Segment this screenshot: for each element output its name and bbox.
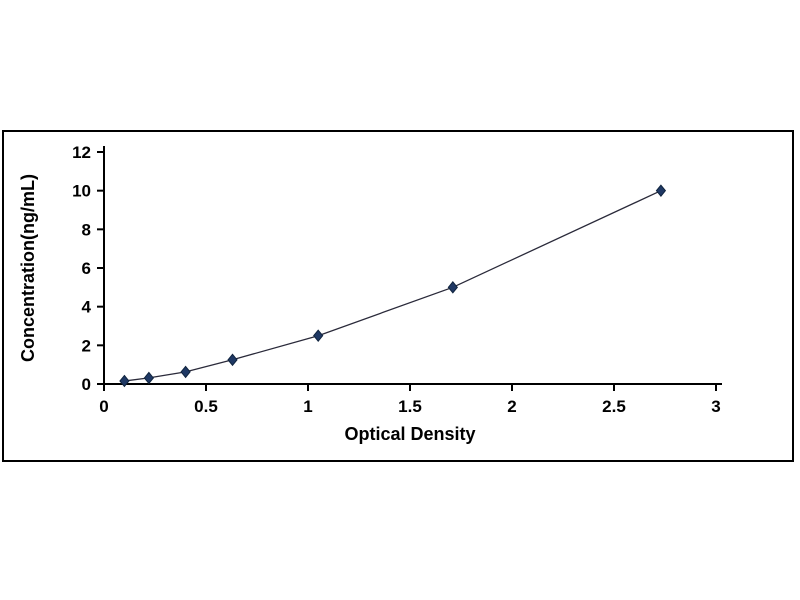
x-tick-label: 2 [507, 397, 516, 416]
data-point-marker [119, 374, 130, 388]
y-tick-label: 12 [72, 143, 91, 162]
x-axis-title: Optical Density [344, 424, 475, 444]
x-tick-label: 2.5 [602, 397, 626, 416]
y-tick-label: 8 [82, 220, 91, 239]
x-tick-label: 3 [711, 397, 720, 416]
x-tick-label: 1 [303, 397, 312, 416]
data-point-marker [180, 365, 191, 379]
data-point-marker [655, 184, 667, 197]
chart-frame: 0 0.5 1 1.5 2 2.5 3 0 2 4 6 8 10 12 Optical Density C… [2, 130, 794, 462]
series-line [124, 190, 662, 382]
data-point-marker [227, 353, 238, 367]
y-tick-label: 0 [82, 375, 91, 394]
data-point-marker [447, 281, 458, 294]
standard-curve-chart: 0 0.5 1 1.5 2 2.5 3 0 2 4 6 8 10 12 Optical Density C… [18, 143, 722, 444]
y-axis-title: Concentration(ng/mL) [18, 174, 38, 362]
data-point-marker [313, 329, 324, 342]
y-tick-label: 4 [82, 298, 92, 317]
y-tick-label: 6 [82, 259, 91, 278]
x-tick-label: 1.5 [398, 397, 422, 416]
plot-layer: 0 0.5 1 1.5 2 2.5 3 0 2 4 6 8 10 12 [72, 143, 722, 416]
x-tick-label: 0.5 [194, 397, 218, 416]
x-tick-label: 0 [99, 397, 108, 416]
y-tick-label: 2 [82, 336, 91, 355]
y-tick-label: 10 [72, 182, 91, 201]
data-point-marker [143, 371, 155, 385]
